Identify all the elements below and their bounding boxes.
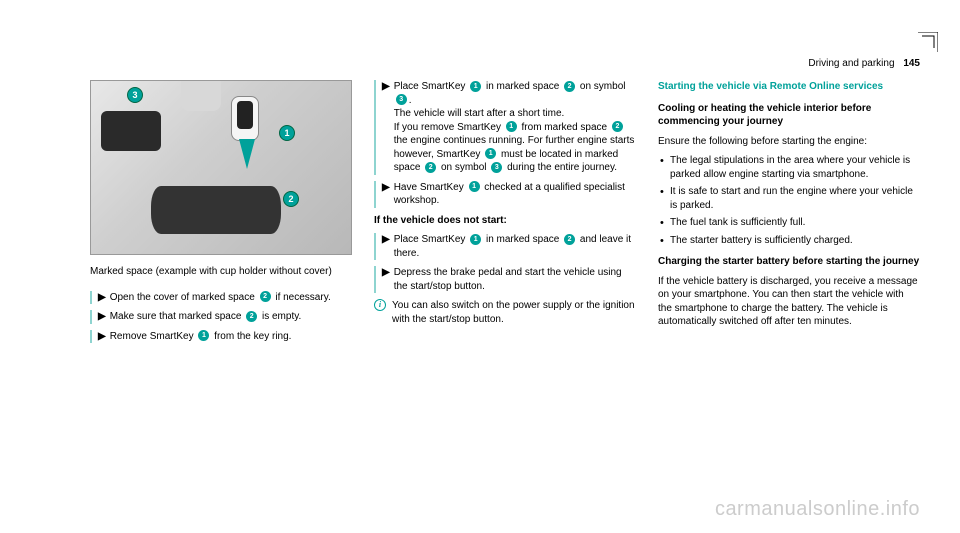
bullet-item: The legal stipulations in the area where… xyxy=(658,154,920,181)
figure-caption: Marked space (example with cup holder wi… xyxy=(90,265,352,279)
step-arrow-icon: ▶ xyxy=(382,233,390,260)
section-heading: Starting the vehicle via Remote Online s… xyxy=(658,80,920,94)
reference-badge: 1 xyxy=(470,81,481,92)
reference-badge: 2 xyxy=(564,234,575,245)
reference-badge: 2 xyxy=(260,291,271,302)
subheading: Charging the starter battery before star… xyxy=(658,255,920,269)
manual-page: Driving and parking 145 312 Marked space… xyxy=(0,0,960,533)
reference-badge: 2 xyxy=(425,162,436,173)
step-arrow-icon: ▶ xyxy=(382,80,390,175)
step-text: Depress the brake pedal and start the ve… xyxy=(394,266,636,293)
running-header: Driving and parking 145 xyxy=(90,58,920,69)
column-2: ▶Place SmartKey 1 in marked space 2 on s… xyxy=(374,80,636,493)
instruction-step: ▶Place SmartKey 1 in marked space 2 on s… xyxy=(374,80,636,175)
step-text: Place SmartKey 1 in marked space 2 and l… xyxy=(394,233,636,260)
step-arrow-icon: ▶ xyxy=(98,330,106,344)
reference-badge: 3 xyxy=(396,94,407,105)
figure-shape xyxy=(181,81,221,111)
subheading: Cooling or heating the vehicle interior … xyxy=(658,102,920,129)
reference-badge: 1 xyxy=(469,181,480,192)
instruction-step: ▶ Make sure that marked space 2 is empty. xyxy=(90,310,352,324)
reference-badge: 2 xyxy=(612,121,623,132)
step-arrow-icon: ▶ xyxy=(382,181,390,208)
callout-badge: 2 xyxy=(283,191,299,207)
step-text: Place SmartKey 1 in marked space 2 on sy… xyxy=(394,80,636,175)
step-arrow-icon: ▶ xyxy=(98,291,106,305)
reference-badge: 1 xyxy=(470,234,481,245)
instruction-step: ▶ Open the cover of marked space 2 if nec… xyxy=(90,291,352,305)
step-text: Make sure that marked space 2 is empty. xyxy=(110,310,302,324)
info-note: i You can also switch on the power suppl… xyxy=(374,299,636,326)
reference-badge: 2 xyxy=(246,311,257,322)
step-text: Open the cover of marked space 2 if nece… xyxy=(110,291,331,305)
instruction-step: ▶Depress the brake pedal and start the v… xyxy=(374,266,636,293)
subheading: If the vehicle does not start: xyxy=(374,214,636,228)
section-title: Driving and parking xyxy=(808,58,894,69)
instruction-step: ▶Place SmartKey 1 in marked space 2 and … xyxy=(374,233,636,260)
callout-badge: 1 xyxy=(279,125,295,141)
step-text: Have SmartKey 1 checked at a qualified s… xyxy=(394,181,636,208)
down-arrow-icon xyxy=(239,139,255,169)
reference-badge: 1 xyxy=(485,148,496,159)
corner-ornament-icon xyxy=(918,32,938,52)
page-number: 145 xyxy=(903,58,920,69)
reference-badge: 1 xyxy=(506,121,517,132)
info-icon: i xyxy=(374,299,386,311)
step-arrow-icon: ▶ xyxy=(98,310,106,324)
figure-marked-space: 3 1 2 xyxy=(90,80,352,255)
bullet-list: The legal stipulations in the area where… xyxy=(658,154,920,247)
step-arrow-icon: ▶ xyxy=(382,266,390,293)
callout-badge: 3 xyxy=(127,87,143,103)
figure-shape xyxy=(151,186,281,234)
instruction-step: ▶Have SmartKey 1 checked at a qualified … xyxy=(374,181,636,208)
figure-shape xyxy=(237,101,253,129)
reference-badge: 1 xyxy=(198,330,209,341)
reference-badge: 2 xyxy=(564,81,575,92)
watermark: carmanualsonline.info xyxy=(715,498,920,521)
bullet-item: The starter battery is sufficiently char… xyxy=(658,234,920,248)
content-columns: 312 Marked space (example with cup holde… xyxy=(90,80,920,493)
reference-badge: 3 xyxy=(491,162,502,173)
bullet-item: The fuel tank is sufficiently full. xyxy=(658,216,920,230)
paragraph: If the vehicle battery is discharged, yo… xyxy=(658,275,920,329)
step-text: Remove SmartKey 1 from the key ring. xyxy=(110,330,292,344)
info-text: You can also switch on the power supply … xyxy=(392,299,636,326)
figure-shape xyxy=(101,111,161,151)
paragraph: Ensure the following before starting the… xyxy=(658,135,920,149)
bullet-item: It is safe to start and run the engine w… xyxy=(658,185,920,212)
column-1: 3 1 2 Marked space (example with cup holde… xyxy=(90,80,352,493)
column-3: Starting the vehicle via Remote Online s… xyxy=(658,80,920,493)
instruction-step: ▶ Remove SmartKey 1 from the key ring. xyxy=(90,330,352,344)
